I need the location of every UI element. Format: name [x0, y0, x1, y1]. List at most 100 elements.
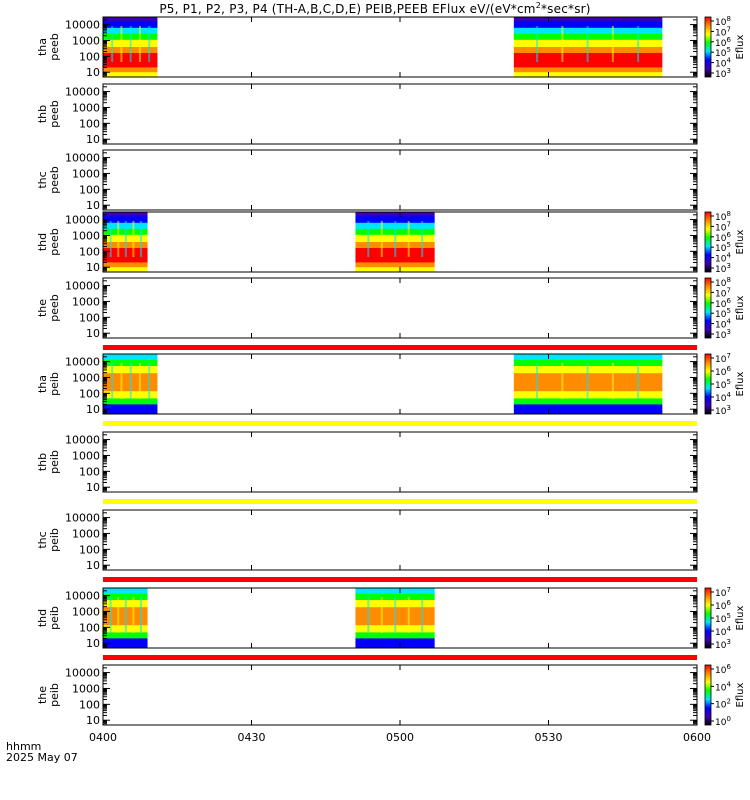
y-tick-label: 10000 [65, 86, 100, 99]
spectrogram-streak [132, 221, 135, 257]
colorbar-exponent: 5 [726, 46, 730, 54]
spectrogram-streak [124, 597, 127, 633]
spectrogram-streak [421, 597, 424, 633]
colorbar-exponent: 6 [726, 365, 731, 373]
colorbar-tick-label: 100 [715, 715, 731, 728]
spectrogram-band [355, 262, 435, 268]
status-strip [103, 345, 697, 350]
colorbar-exponent: 0 [726, 715, 730, 723]
probe-label: thc [36, 531, 49, 548]
y-tick-label: 10000 [65, 667, 100, 680]
panel-frame [102, 509, 698, 571]
y-tick-label: 10 [86, 559, 100, 572]
colorbar-tick-label: 106 [715, 663, 731, 676]
y-tick-label: 100 [79, 50, 100, 63]
status-strip [103, 577, 697, 582]
colorbar-exponent: 5 [726, 378, 730, 386]
spectrogram-band [103, 354, 158, 361]
colorbar-tick-label: 107 [715, 586, 731, 599]
x-tick-label: 0400 [89, 731, 117, 744]
colorbar-label: Eflux [735, 34, 746, 59]
spectrogram-streak [380, 597, 383, 633]
probe-label: thc [36, 171, 49, 188]
y-tick-label: 1000 [72, 371, 100, 384]
spectrogram-streak [148, 363, 151, 399]
y-tick-label: 1000 [72, 34, 100, 47]
y-tick-label: 1000 [72, 527, 100, 540]
spectrogram-streak [637, 363, 640, 399]
title-tail: *sec*sr) [540, 2, 591, 16]
colorbar-exponent: 3 [726, 638, 730, 646]
spectrogram-band [103, 262, 148, 268]
y-tick-label: 100 [79, 543, 100, 556]
spectrogram-band [355, 638, 435, 649]
instrument-label: peeb [48, 100, 61, 128]
x-tick-label: 0530 [535, 731, 563, 744]
y-tick-label: 100 [79, 698, 100, 711]
spectrogram-band [355, 632, 435, 639]
y-tick-label: 10000 [65, 214, 100, 227]
colorbar-label: Eflux [735, 605, 746, 630]
y-tick-label: 10 [86, 637, 100, 650]
panel-frame [102, 664, 698, 726]
instrument-label: peib [48, 528, 61, 552]
spectrogram-band [103, 632, 148, 639]
spectrogram-streak [536, 26, 539, 62]
spectrogram-band [513, 398, 663, 405]
instrument-label: peib [48, 450, 61, 474]
y-tick-label: 1000 [72, 605, 100, 618]
colorbar-exponent: 6 [726, 231, 731, 239]
y-tick-label: 10 [86, 199, 100, 212]
spectrogram-band [103, 398, 158, 405]
panel-thb-peib: 10 100 1000 10000 thb peib [36, 431, 698, 504]
spectrogram-streak [117, 221, 120, 257]
probe-label: thd [36, 609, 49, 627]
colorbar-tick-label: 103 [715, 638, 731, 651]
panel-thb-peeb: 10 100 1000 10000 thb peeb [36, 83, 698, 146]
spectrogram-streak [586, 363, 589, 399]
colorbar-exponent: 6 [726, 297, 731, 305]
colorbar-label: Eflux [735, 229, 746, 254]
spectrogram-band [513, 404, 663, 415]
panel-frame [102, 149, 698, 211]
spectrogram-streak [139, 597, 142, 633]
y-tick-label: 1000 [72, 449, 100, 462]
y-tick-label: 10000 [65, 512, 100, 525]
colorbar-exponent: 6 [726, 663, 731, 671]
colorbar [704, 587, 712, 649]
colorbar-tick-label: 104 [715, 625, 731, 638]
plot-title: P5, P1, P2, P3, P4 (TH-A,B,C,D,E) PEIB,P… [0, 1, 750, 16]
colorbar-exponent: 5 [726, 612, 730, 620]
colorbar-exponent: 3 [726, 67, 730, 75]
spectrogram-band [355, 212, 435, 217]
spectrogram-band [513, 354, 663, 361]
spectrogram-band [513, 72, 663, 78]
spectrogram-streak [367, 597, 370, 633]
colorbar-exponent: 7 [726, 25, 730, 33]
probe-label: thb [36, 453, 49, 471]
spectrogram-band [103, 404, 158, 415]
colorbar-exponent: 8 [726, 276, 730, 284]
y-tick-label: 10 [86, 714, 100, 727]
y-tick-label: 10 [86, 327, 100, 340]
colorbar-exponent: 4 [726, 318, 731, 326]
colorbar-exponent: 4 [726, 252, 731, 260]
spectrogram-band [103, 588, 148, 595]
spectrogram-streak [611, 26, 614, 62]
y-tick-label: 1000 [72, 682, 100, 695]
spectrogram-streak [109, 221, 112, 257]
colorbar-exponent: 4 [726, 625, 731, 633]
colorbar-exponent: 3 [726, 404, 730, 412]
instrument-label: peeb [48, 33, 61, 61]
spectrogram-streak [421, 221, 424, 257]
spectrogram-streak [120, 363, 123, 399]
title-text: P5, P1, P2, P3, P4 (TH-A,B,C,D,E) PEIB,P… [159, 2, 536, 16]
y-tick-label: 10000 [65, 280, 100, 293]
spectrogram-streak [111, 26, 114, 62]
y-tick-label: 1000 [72, 229, 100, 242]
panel-frame [102, 277, 698, 339]
spectrogram-band [103, 21, 158, 29]
colorbar-exponent: 4 [726, 391, 731, 399]
